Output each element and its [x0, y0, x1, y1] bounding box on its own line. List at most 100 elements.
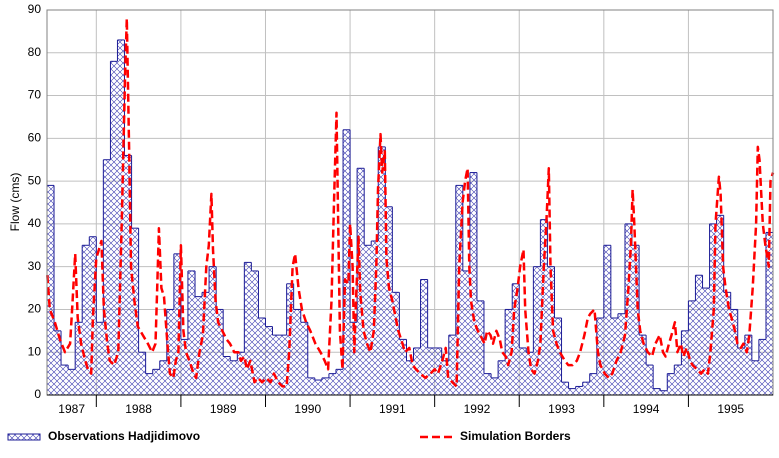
- observation-bar: [357, 168, 365, 395]
- observation-bar: [758, 339, 766, 395]
- observation-bar: [293, 309, 301, 395]
- observation-bar: [392, 292, 400, 395]
- observation-bar: [335, 369, 344, 395]
- observation-bar: [674, 365, 682, 395]
- observation-bar: [286, 283, 294, 395]
- observation-bar: [195, 296, 203, 395]
- x-tick-label: 1995: [717, 402, 744, 416]
- observation-bar: [61, 365, 69, 395]
- observation-bar: [653, 388, 661, 395]
- observation-bar: [498, 360, 506, 395]
- observation-bar: [321, 377, 329, 395]
- observation-bar: [462, 270, 470, 395]
- observation-bar: [209, 266, 217, 395]
- observation-bar: [737, 347, 745, 395]
- y-tick-label: 10: [28, 344, 42, 358]
- observation-bar: [568, 388, 576, 395]
- y-tick-label: 90: [28, 2, 42, 16]
- y-tick-label: 0: [34, 387, 41, 401]
- observation-bar: [540, 219, 548, 395]
- y-tick-label: 30: [28, 259, 42, 273]
- observation-bar: [110, 61, 118, 395]
- observation-bar: [378, 146, 386, 395]
- legend-label: Observations Hadjidimovo: [48, 429, 200, 443]
- observation-bar: [202, 292, 210, 395]
- observation-bar: [54, 330, 62, 395]
- y-tick-label: 60: [28, 131, 42, 145]
- observation-bar: [716, 215, 724, 395]
- observation-bar: [399, 339, 407, 395]
- observation-bar: [554, 318, 562, 395]
- observation-bar: [75, 322, 83, 395]
- observation-bar: [765, 232, 773, 395]
- observation-bar: [596, 318, 604, 395]
- observation-bar: [237, 352, 245, 395]
- y-tick-label: 40: [28, 216, 42, 230]
- observation-bar: [533, 266, 541, 395]
- observation-bar: [441, 360, 449, 395]
- observation-bar: [124, 155, 132, 395]
- simulation-line: [46, 17, 775, 388]
- observation-bar: [688, 300, 696, 395]
- y-tick-label: 50: [28, 173, 42, 187]
- observation-bar: [681, 330, 689, 395]
- x-tick-label: 1994: [633, 402, 660, 416]
- observation-bar: [68, 369, 76, 395]
- observation-bar: [631, 245, 640, 395]
- observation-bar: [145, 373, 153, 395]
- observation-bar: [561, 382, 569, 395]
- observation-bar: [385, 206, 393, 395]
- observation-bar: [230, 360, 238, 395]
- legend-swatch: [7, 433, 41, 441]
- observation-bar: [328, 373, 336, 395]
- observation-bar: [89, 236, 97, 395]
- x-tick-label: 1992: [464, 402, 491, 416]
- observation-bar: [491, 377, 499, 395]
- observation-bar: [547, 266, 555, 395]
- y-axis-label: Flow (cms): [8, 173, 22, 232]
- observation-bar: [244, 262, 252, 395]
- observation-bar: [646, 365, 654, 395]
- x-tick-label: 1993: [548, 402, 575, 416]
- observation-bar: [575, 386, 583, 395]
- observation-bar: [660, 390, 668, 395]
- observation-bar: [603, 245, 611, 395]
- y-tick-label: 20: [28, 302, 42, 316]
- observation-bar: [180, 339, 188, 395]
- observation-bar: [279, 335, 287, 395]
- plot-area: [46, 17, 775, 395]
- x-tick-label: 1987: [58, 402, 85, 416]
- observation-bar: [512, 283, 520, 395]
- observation-bar: [624, 223, 632, 395]
- observation-bar: [695, 275, 703, 395]
- observation-bar: [723, 292, 731, 395]
- legend-label: Simulation Borders: [460, 429, 571, 443]
- observation-bar: [159, 360, 167, 395]
- observation-bar: [469, 172, 477, 395]
- legend-item: Observations Hadjidimovo: [7, 429, 200, 443]
- observation-bar: [173, 253, 181, 395]
- observation-bar: [420, 279, 428, 395]
- observation-bar: [639, 335, 647, 395]
- observation-bar: [152, 369, 160, 395]
- observation-bar: [350, 322, 358, 395]
- observation-bar: [307, 377, 315, 395]
- observation-bar: [96, 322, 104, 395]
- observation-bar: [138, 352, 146, 395]
- observation-bar: [258, 318, 266, 395]
- observation-bar: [667, 373, 675, 395]
- x-tick-label: 1989: [210, 402, 237, 416]
- legend-item: Simulation Borders: [420, 429, 571, 443]
- observation-bar: [371, 241, 379, 395]
- observation-bar: [272, 335, 280, 395]
- y-tick-label: 70: [28, 88, 42, 102]
- observation-bar: [476, 300, 484, 395]
- observation-bar: [216, 309, 224, 395]
- observation-bar: [300, 322, 308, 395]
- observation-bar: [483, 373, 492, 395]
- observation-bar: [751, 360, 759, 395]
- observation-bar: [526, 352, 534, 395]
- observation-bar: [314, 380, 322, 395]
- observation-bar: [702, 288, 710, 395]
